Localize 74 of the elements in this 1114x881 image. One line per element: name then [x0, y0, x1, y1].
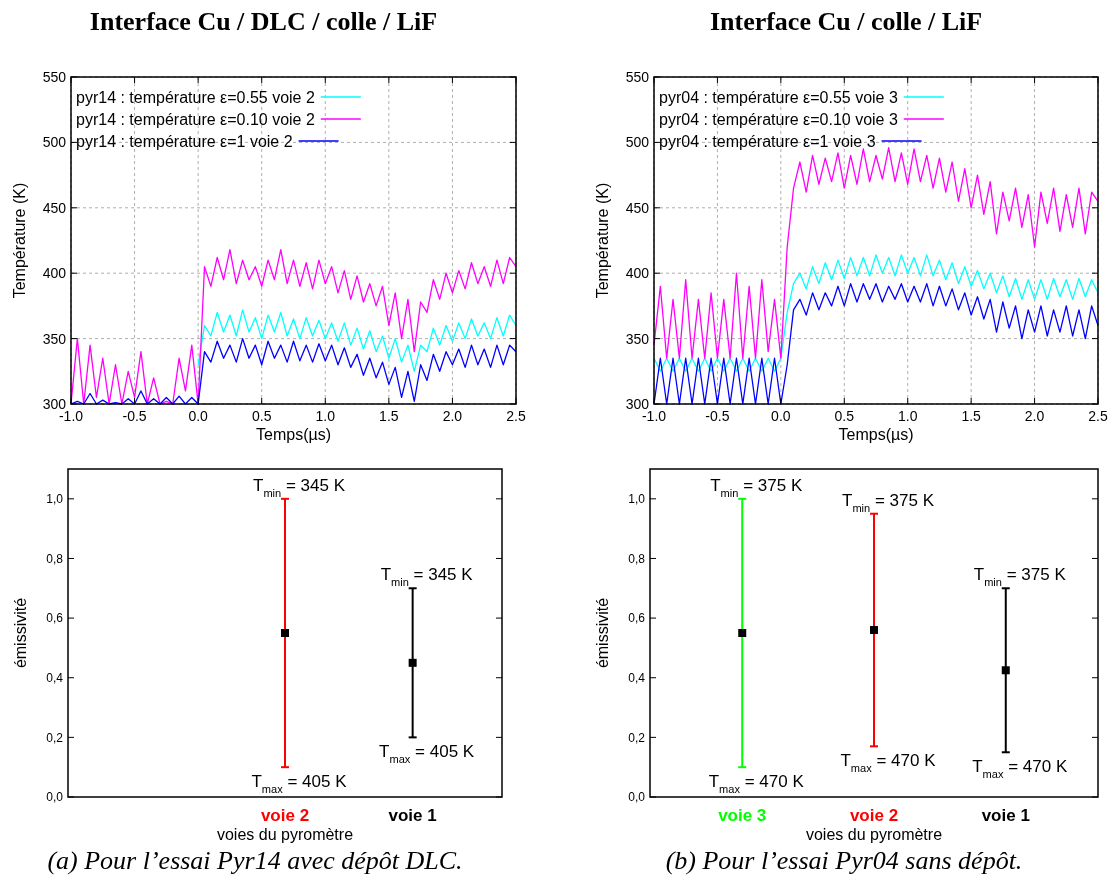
y-tick-label: 500 — [625, 134, 650, 151]
text: (a) Pour l’essai Pyr14 avec dépôt DLC. — [47, 846, 463, 875]
x-tick-label: 0.0 — [771, 408, 791, 424]
annotation: T$_{max}$ = 405 K — [251, 772, 348, 796]
x-tick-label: 1.0 — [897, 408, 918, 424]
x-tick-label: voie 2 — [849, 806, 899, 825]
x-tick-label: 2.0 — [1024, 408, 1045, 424]
y-tick-label: 0,4 — [628, 670, 646, 685]
y-axis-title: émissivité — [594, 597, 611, 669]
x-tick-label: 1.0 — [315, 408, 336, 424]
x-tick-label: 2.0 — [442, 408, 463, 424]
y-tick-label: 0,0 — [46, 790, 64, 805]
y-tick-label: 350 — [625, 330, 650, 347]
y-tick-label: 0,6 — [46, 611, 64, 626]
x-tick-label: voie 2 — [260, 806, 310, 825]
annotation: T$_{min}$ = 345 K — [380, 565, 474, 589]
annotation: T$_{max}$ = 470 K — [708, 772, 805, 796]
x-tick-label: 0.5 — [251, 408, 272, 424]
legend-label: pyr14 : température ε=1 voie 2 — [76, 132, 293, 150]
y-tick-label: 400 — [42, 265, 67, 282]
x-tick-label: 2.5 — [1088, 408, 1108, 424]
line-series — [197, 309, 517, 372]
x-tick-label: voie 3 — [718, 806, 767, 825]
x-tick-label: -0.5 — [122, 408, 147, 424]
legend-label: pyr04 : température ε=1 voie 3 — [659, 132, 876, 150]
legend-label: pyr04 : température ε=0.55 voie 3 — [659, 88, 898, 106]
y-tick-label: 0,0 — [628, 790, 646, 805]
y-tick-label: 450 — [625, 199, 650, 216]
annotation: T$_{min}$ = 375 K — [841, 490, 935, 514]
y-tick-label: 550 — [625, 68, 650, 85]
y-tick-label: 550 — [42, 68, 67, 85]
chart-title: Interface Cu / colle / LiF — [709, 7, 983, 36]
annotation: T$_{max}$ = 470 K — [840, 751, 937, 775]
y-tick-label: 0,4 — [46, 670, 64, 685]
x-tick-label: 1.5 — [961, 408, 982, 424]
point — [738, 629, 747, 637]
x-tick-label: -0.5 — [705, 408, 730, 424]
x-tick-label: 0.0 — [188, 408, 209, 424]
annotation: T$_{min}$ = 375 K — [973, 565, 1067, 589]
y-tick-label: 0,8 — [46, 551, 64, 566]
y-tick-label: 1,0 — [628, 492, 646, 507]
legend-label: pyr14 : température ε=0.55 voie 2 — [76, 88, 315, 106]
x-tick-label: voie 1 — [981, 806, 1030, 825]
x-tick-label: 0.5 — [834, 408, 855, 424]
y-tick-label: 1,0 — [46, 492, 64, 507]
y-tick-label: 350 — [42, 330, 67, 347]
annotation: T$_{max}$ = 470 K — [972, 757, 1068, 781]
point — [870, 626, 878, 635]
point — [1001, 666, 1010, 675]
x-axis-title: Temps(µs) — [838, 426, 914, 443]
x-axis-title: Temps(µs) — [256, 426, 331, 443]
y-tick-label: 0,6 — [628, 611, 646, 626]
legend-label: pyr04 : température ε=0.10 voie 3 — [659, 110, 898, 128]
y-axis-title: Température (K) — [594, 182, 611, 299]
annotation: T$_{max}$ = 405 K — [379, 742, 475, 766]
text: (b) Pour l’essai Pyr04 sans dépôt. — [665, 846, 1023, 875]
y-tick-label: 0,2 — [46, 730, 64, 745]
y-tick-label: 0,2 — [628, 730, 646, 745]
x-tick-label: 2.5 — [506, 408, 526, 424]
legend-label: pyr14 : température ε=0.10 voie 2 — [76, 110, 315, 128]
x-axis-title: voies du pyromètre — [805, 826, 943, 843]
chart-title: Interface Cu / DLC / colle / LiF — [89, 7, 438, 36]
y-tick-label: 0,8 — [628, 551, 646, 566]
y-axis-title: émissivité — [12, 597, 29, 669]
y-axis-title: Température (K) — [11, 182, 28, 299]
y-tick-label: 450 — [42, 199, 67, 216]
y-tick-label: 500 — [42, 134, 67, 151]
x-tick-label: 1.5 — [379, 408, 399, 424]
x-axis-title: voies du pyromètre — [216, 826, 354, 843]
annotation: T$_{min}$ = 375 K — [710, 475, 803, 499]
y-tick-label: 400 — [625, 265, 650, 282]
annotation: T$_{min}$ = 345 K — [252, 475, 346, 499]
x-tick-label: voie 1 — [388, 806, 437, 825]
line-series — [653, 254, 1099, 372]
